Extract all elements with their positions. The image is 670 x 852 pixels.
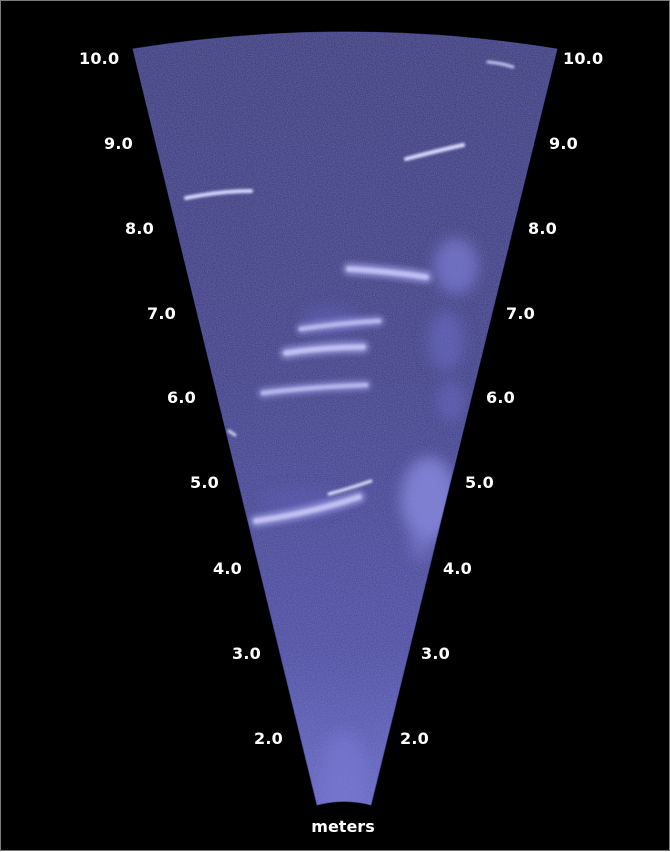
range-label-left-7: 7.0 [147,304,176,323]
echo-streaks [184,60,515,527]
range-label-left-5: 5.0 [190,473,219,492]
unit-label: meters [311,817,375,836]
range-label-left-8: 8.0 [125,219,154,238]
range-label-right-7: 7.0 [506,304,535,323]
range-label-left-6: 6.0 [167,388,196,407]
range-label-right-4: 4.0 [443,559,472,578]
range-label-left-9: 9.0 [104,134,133,153]
range-label-right-9: 9.0 [549,134,578,153]
range-label-left-4: 4.0 [213,559,242,578]
range-label-right-5: 5.0 [465,473,494,492]
range-label-left-10: 10.0 [79,49,120,68]
range-label-left-3: 3.0 [232,644,261,663]
range-label-left-2: 2.0 [254,729,283,748]
range-label-right-6: 6.0 [486,388,515,407]
range-label-right-8: 8.0 [528,219,557,238]
range-label-right-10: 10.0 [563,49,604,68]
range-label-right-3: 3.0 [421,644,450,663]
range-label-right-2: 2.0 [400,729,429,748]
